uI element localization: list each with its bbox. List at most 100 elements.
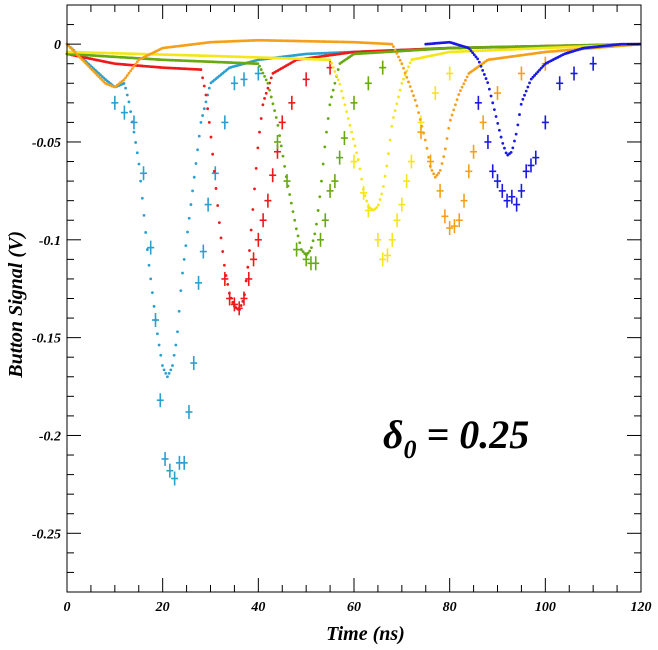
simulation-point	[167, 371, 171, 375]
simulation-point	[311, 239, 315, 243]
simulation-point	[273, 109, 276, 113]
simulation-point	[84, 61, 87, 65]
simulation-point	[263, 97, 266, 100]
annotation-subscript: 0	[404, 435, 417, 464]
simulation-point	[310, 246, 313, 250]
simulation-point	[161, 364, 164, 367]
simulation-point	[471, 51, 475, 55]
simulation-point	[397, 55, 400, 59]
simulation-point	[80, 58, 84, 61]
simulation-point	[433, 175, 437, 179]
simulation-point	[345, 110, 348, 114]
simulation-point	[437, 171, 441, 175]
simulation-point	[315, 222, 318, 226]
x-tick-label: 60	[347, 600, 361, 615]
simulation-point	[469, 49, 473, 53]
simulation-point	[316, 209, 320, 212]
simulation-point	[156, 332, 159, 336]
x-tick-label: 100	[535, 600, 556, 615]
simulation-point	[491, 101, 495, 105]
simulation-point	[472, 53, 476, 57]
simulation-point	[145, 248, 149, 251]
simulation-point	[254, 166, 258, 170]
simulation-point	[266, 86, 270, 90]
simulation-point	[484, 77, 488, 80]
simulation-point	[326, 117, 330, 120]
simulation-point	[68, 46, 72, 49]
simulation-point	[259, 68, 263, 71]
simulation-point	[533, 74, 536, 77]
simulation-point	[538, 68, 541, 72]
simulation-point	[97, 75, 101, 79]
simulation-point	[400, 62, 404, 66]
simulation-point	[231, 300, 235, 304]
simulation-point	[331, 88, 335, 92]
simulation-point	[405, 76, 409, 79]
simulation-point	[70, 47, 74, 51]
simulation-point	[353, 144, 357, 148]
simulation-point	[388, 138, 392, 142]
simulation-point	[308, 249, 312, 253]
simulation-point	[492, 108, 496, 112]
simulation-point	[504, 151, 508, 155]
simulation-point	[182, 257, 186, 261]
simulation-point	[443, 147, 447, 151]
simulation-point	[253, 187, 256, 191]
simulation-point	[465, 75, 469, 79]
simulation-point	[536, 70, 540, 74]
simulation-point	[482, 73, 486, 76]
simulation-point	[479, 64, 483, 68]
simulation-point	[519, 102, 523, 106]
simulation-point	[395, 52, 399, 55]
simulation-point	[122, 78, 126, 82]
simulation-point	[430, 168, 434, 172]
simulation-point	[336, 68, 340, 71]
simulation-point	[82, 59, 86, 63]
simulation-point	[184, 244, 188, 248]
simulation-point	[219, 236, 223, 240]
series-4	[65, 38, 641, 236]
simulation-point	[534, 72, 538, 76]
simulation-point	[460, 85, 464, 89]
simulation-point	[438, 168, 442, 172]
simulation-point	[494, 115, 498, 118]
simulation-point	[393, 48, 397, 52]
simulation-point	[501, 141, 505, 145]
simulation-point	[541, 64, 545, 68]
simulation-point	[132, 64, 136, 68]
simulation-point	[72, 49, 76, 53]
simulation-point	[75, 53, 79, 56]
simulation-point	[450, 113, 454, 117]
simulation-point	[216, 204, 220, 207]
simulation-point	[293, 218, 297, 222]
simulation-point	[129, 69, 133, 73]
simulation-point	[211, 152, 215, 156]
simulation-point	[246, 265, 250, 269]
simulation-point	[127, 100, 131, 104]
simulation-point	[196, 148, 199, 152]
simulation-point	[169, 368, 173, 372]
simulation-point	[299, 248, 303, 251]
simulation-point	[340, 89, 343, 93]
simulation-point	[529, 77, 533, 81]
simulation-point	[328, 58, 332, 62]
delta-annotation: δ0 = 0.25	[383, 412, 529, 464]
simulation-point	[487, 87, 491, 91]
simulation-point	[526, 85, 530, 89]
simulation-point	[249, 228, 253, 232]
y-axis-title: Button Signal (V)	[5, 231, 27, 379]
simulation-point	[476, 57, 480, 61]
simulation-point	[503, 146, 506, 150]
x-tick-label: 40	[250, 600, 265, 615]
x-tick-label: 80	[443, 600, 457, 615]
simulation-point	[524, 89, 528, 93]
simulation-point	[343, 103, 347, 107]
simulation-point	[222, 263, 226, 267]
simulation-point	[204, 93, 208, 97]
simulation-point	[462, 82, 466, 86]
simulation-point	[474, 55, 478, 59]
simulation-point	[264, 91, 268, 95]
simulation-point	[385, 164, 389, 168]
simulation-point	[448, 118, 452, 122]
simulation-point	[129, 110, 133, 114]
